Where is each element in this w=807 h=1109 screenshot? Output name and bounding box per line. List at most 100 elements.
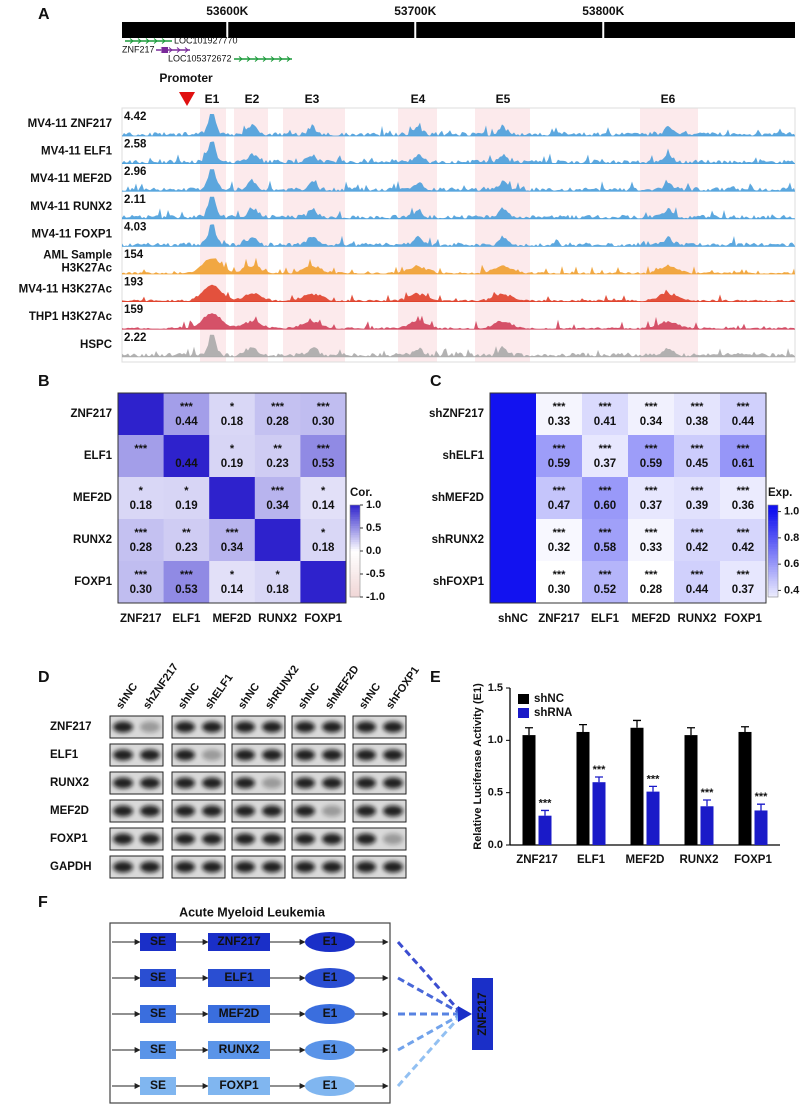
heatmap-cell bbox=[163, 561, 210, 604]
row-label: shZNF217 bbox=[429, 408, 484, 420]
error-bar bbox=[687, 727, 695, 736]
protein-label: ELF1 bbox=[50, 749, 79, 761]
column-label: ELF1 bbox=[172, 613, 201, 625]
error-bar bbox=[633, 719, 641, 728]
significance: *** bbox=[645, 527, 659, 539]
heatmap-cell bbox=[490, 477, 537, 520]
heatmap-cell bbox=[674, 519, 721, 562]
significance: *** bbox=[553, 485, 567, 497]
significance: *** bbox=[691, 401, 705, 413]
enhancer-node-label: E1 bbox=[323, 1078, 338, 1092]
row-label: shRUNX2 bbox=[432, 534, 484, 546]
cell-value: 0.19 bbox=[221, 458, 243, 470]
heatmap-cell bbox=[674, 477, 721, 520]
colorbar-step bbox=[350, 537, 360, 540]
coordinate-label: 53800K bbox=[582, 4, 624, 18]
colorbar-step bbox=[768, 592, 778, 595]
blot-band bbox=[383, 721, 403, 733]
fan-line bbox=[397, 976, 463, 1016]
enhancer-region bbox=[283, 108, 345, 362]
colorbar-tick-label: 0.5 bbox=[366, 522, 381, 534]
heatmap-cell bbox=[628, 393, 675, 436]
y-tick-label: 0.0 bbox=[488, 839, 503, 851]
blot-band bbox=[202, 833, 222, 845]
blot-band bbox=[140, 833, 160, 845]
lane-label: shNC bbox=[357, 681, 383, 711]
fan-line bbox=[396, 1013, 464, 1087]
enhancer-region bbox=[234, 108, 268, 362]
gene-strand bbox=[278, 56, 283, 62]
colorbar-step bbox=[350, 534, 360, 538]
error-bar bbox=[649, 785, 657, 792]
heatmap-cell bbox=[582, 561, 629, 604]
colorbar-step bbox=[350, 574, 360, 577]
significance: *** bbox=[737, 569, 751, 581]
significance: *** bbox=[593, 764, 607, 776]
colorbar-step bbox=[768, 509, 778, 513]
blot-box bbox=[291, 715, 346, 739]
heatmap-cell bbox=[536, 519, 583, 562]
significance: * bbox=[230, 401, 235, 413]
track-max: 2.22 bbox=[124, 332, 146, 344]
blot-band bbox=[262, 805, 282, 817]
blot-box bbox=[109, 715, 164, 739]
colorbar-step bbox=[768, 551, 778, 554]
blot-band bbox=[235, 833, 255, 845]
enhancer-node bbox=[305, 1004, 355, 1024]
blot-box bbox=[352, 855, 407, 879]
gene-strand bbox=[270, 56, 275, 62]
signal-track bbox=[122, 257, 795, 274]
cell-value: 0.34 bbox=[266, 500, 289, 512]
blot-band bbox=[295, 861, 315, 873]
blot-band bbox=[140, 861, 160, 873]
heatmap-cell bbox=[209, 393, 256, 436]
track-name: MV4-11 ZNF217 bbox=[28, 118, 112, 130]
heatmap-cell bbox=[628, 519, 675, 562]
cell-value: 0.18 bbox=[130, 500, 153, 512]
significance: *** bbox=[645, 485, 659, 497]
panel-label: B bbox=[38, 373, 50, 390]
bar bbox=[754, 810, 768, 845]
significance: *** bbox=[180, 401, 194, 413]
track-name: MV4-11 RUNX2 bbox=[30, 201, 112, 213]
colorbar-title: Cor. bbox=[350, 487, 372, 499]
gene-strand bbox=[168, 47, 173, 53]
colorbar-frame bbox=[767, 504, 779, 598]
bar bbox=[592, 782, 606, 845]
panel-label: C bbox=[430, 373, 442, 390]
blot-box bbox=[352, 715, 407, 739]
track-max: 2.58 bbox=[124, 139, 147, 151]
protein-label: GAPDH bbox=[50, 861, 92, 873]
blot-box bbox=[291, 799, 346, 823]
colorbar-step bbox=[768, 537, 778, 540]
column-label: RUNX2 bbox=[678, 613, 717, 625]
colorbar-tick-label: -1.0 bbox=[366, 591, 385, 603]
colorbar-step bbox=[350, 562, 360, 566]
blot-band bbox=[202, 861, 222, 873]
enhancer-region bbox=[640, 108, 698, 362]
blot-band bbox=[235, 749, 255, 761]
colorbar-step bbox=[350, 571, 360, 575]
signal-track bbox=[122, 169, 795, 192]
blot-band bbox=[322, 833, 342, 845]
blot-band bbox=[295, 805, 315, 817]
heatmap-cell bbox=[490, 435, 537, 478]
heatmap-cell bbox=[300, 393, 347, 436]
blot-band bbox=[113, 749, 133, 761]
significance: ** bbox=[273, 443, 282, 455]
blot-box bbox=[291, 827, 346, 851]
y-tick-label: 0.5 bbox=[488, 787, 503, 799]
coordinate-label: 53600K bbox=[206, 4, 248, 18]
gene-strand bbox=[153, 38, 158, 44]
bar bbox=[576, 731, 590, 845]
colorbar-step bbox=[768, 583, 778, 586]
colorbar-step bbox=[350, 523, 360, 526]
enhancer-node-label: E1 bbox=[323, 1006, 338, 1020]
heatmap-cell bbox=[490, 561, 537, 604]
colorbar-step bbox=[768, 569, 778, 572]
colorbar-step bbox=[768, 562, 778, 566]
significance: *** bbox=[691, 443, 705, 455]
factor-box bbox=[208, 933, 270, 951]
significance: *** bbox=[317, 443, 331, 455]
colorbar-step bbox=[350, 546, 360, 549]
